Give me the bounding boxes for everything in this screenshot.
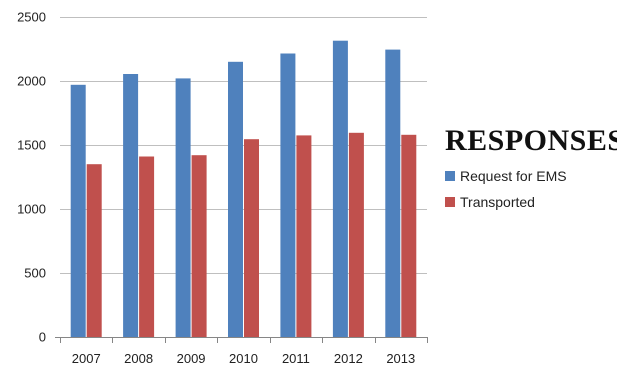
bars: [70, 40, 417, 338]
bar-request-for-ems-2012: [332, 40, 348, 337]
bar-transported-2007: [86, 164, 102, 337]
legend-label: Request for EMS: [460, 168, 567, 184]
bar-transported-2009: [191, 155, 207, 337]
bar-transported-2010: [244, 139, 259, 337]
legend-swatch-red: [445, 197, 455, 207]
bar-transported-2012: [348, 132, 364, 337]
x-tick-label: 2011: [282, 351, 310, 366]
y-tick-label: 2000: [17, 74, 46, 89]
x-tick-label: 2007: [72, 351, 101, 366]
bar-request-for-ems-2013: [385, 49, 401, 337]
legend-item-transported: Transported: [445, 194, 535, 210]
legend-item-request-for-ems: Request for EMS: [445, 168, 567, 184]
y-tick-label: 1500: [17, 138, 46, 153]
legend-swatch-blue: [445, 171, 455, 181]
legend-title: RESPONSES: [445, 124, 617, 157]
y-tick-label: 1000: [17, 202, 46, 217]
x-axis-ticks: 2007 2008 2009 2010 2011 2012 2013: [72, 351, 415, 366]
bar-request-for-ems-2010: [228, 61, 243, 338]
x-tick-label: 2009: [177, 351, 206, 366]
bar-request-for-ems-2011: [280, 53, 296, 337]
y-axis-ticks: 0 500 1000 1500 2000 2500: [17, 10, 46, 345]
bar-transported-2008: [139, 156, 155, 337]
x-tick-label: 2010: [229, 351, 258, 366]
x-tick-label: 2013: [386, 351, 415, 366]
bar-transported-2013: [401, 134, 417, 337]
bar-request-for-ems-2007: [70, 84, 86, 337]
x-tick-label: 2012: [334, 351, 363, 366]
bar-request-for-ems-2008: [123, 74, 139, 337]
y-tick-label: 0: [39, 330, 46, 345]
legend-label: Transported: [460, 194, 535, 210]
x-tick-label: 2008: [124, 351, 153, 366]
y-tick-label: 2500: [17, 10, 46, 25]
bar-request-for-ems-2009: [175, 78, 191, 338]
gridlines: [55, 17, 428, 343]
y-tick-label: 500: [24, 266, 46, 281]
bar-transported-2011: [296, 135, 312, 337]
